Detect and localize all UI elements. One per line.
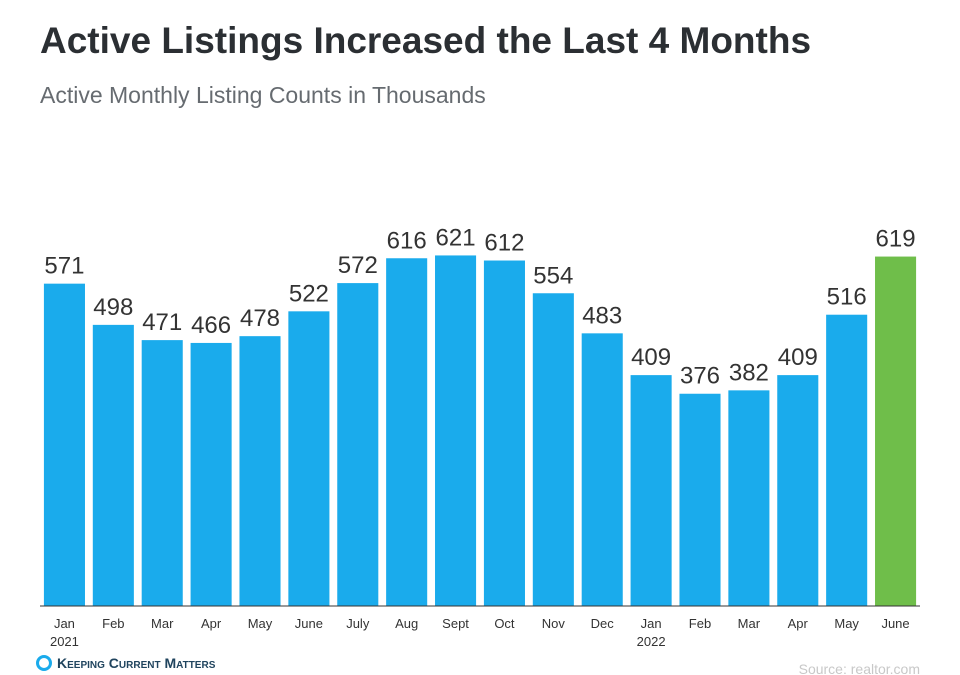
bar xyxy=(728,390,770,606)
x-tick-label: Nov xyxy=(541,616,565,631)
bar xyxy=(239,336,281,606)
value-label: 466 xyxy=(191,312,231,339)
bar xyxy=(190,342,232,606)
bar xyxy=(777,375,819,606)
logo-icon xyxy=(36,655,52,671)
value-label: 478 xyxy=(240,305,280,332)
value-label: 376 xyxy=(680,363,720,390)
x-tick-label: Jan 2021 xyxy=(49,616,79,649)
x-tick-label: Apr xyxy=(787,616,808,631)
bar xyxy=(679,393,721,606)
value-label: 516 xyxy=(827,284,867,311)
x-tick-label: Jan 2022 xyxy=(636,616,666,649)
chart-title: Active Listings Increased the Last 4 Mon… xyxy=(40,20,812,61)
x-tick-label: Dec xyxy=(590,616,614,631)
chart-subtitle: Active Monthly Listing Counts in Thousan… xyxy=(40,82,486,108)
bar xyxy=(141,340,183,606)
x-tick-label: Apr xyxy=(200,616,222,631)
bar xyxy=(43,283,85,606)
bar xyxy=(875,256,917,606)
value-label: 409 xyxy=(631,344,671,371)
value-label: 382 xyxy=(729,359,769,386)
bar xyxy=(435,255,477,606)
x-tick-label: Mar xyxy=(151,616,174,631)
bar xyxy=(483,260,525,606)
bar xyxy=(630,375,672,606)
bar xyxy=(581,333,623,606)
value-label: 483 xyxy=(582,302,622,329)
value-label: 498 xyxy=(93,294,133,321)
bar xyxy=(826,314,868,606)
value-label: 409 xyxy=(778,344,818,371)
logo-text: Keeping Current Matters xyxy=(57,655,216,671)
x-tick-label: Aug xyxy=(395,616,419,631)
x-tick-label: May xyxy=(834,616,859,631)
bar xyxy=(532,293,574,606)
value-label: 612 xyxy=(484,230,524,257)
x-tick-label: June xyxy=(881,616,910,631)
value-label: 572 xyxy=(338,252,378,279)
x-tick-label: Sept xyxy=(442,616,469,631)
x-tick-label: June xyxy=(294,616,323,631)
bar xyxy=(288,311,330,606)
x-tick-label: Oct xyxy=(494,616,515,631)
x-tick-label: May xyxy=(247,616,273,631)
value-label: 621 xyxy=(436,224,476,251)
value-label: 554 xyxy=(533,262,573,289)
bar xyxy=(386,258,428,606)
x-tick-label: July xyxy=(346,616,370,631)
x-tick-label: Feb xyxy=(688,616,712,631)
value-label: 571 xyxy=(44,253,84,280)
x-tick-label: Mar xyxy=(737,616,761,631)
value-label: 471 xyxy=(142,309,182,336)
bar xyxy=(92,324,134,606)
logo: Keeping Current Matters xyxy=(36,655,215,671)
source: Source: realtor.com xyxy=(798,661,920,675)
bar xyxy=(337,283,379,606)
value-label: 522 xyxy=(289,280,329,307)
value-label: 619 xyxy=(876,226,916,253)
value-label: 616 xyxy=(387,227,427,254)
x-tick-label: Feb xyxy=(102,616,125,631)
